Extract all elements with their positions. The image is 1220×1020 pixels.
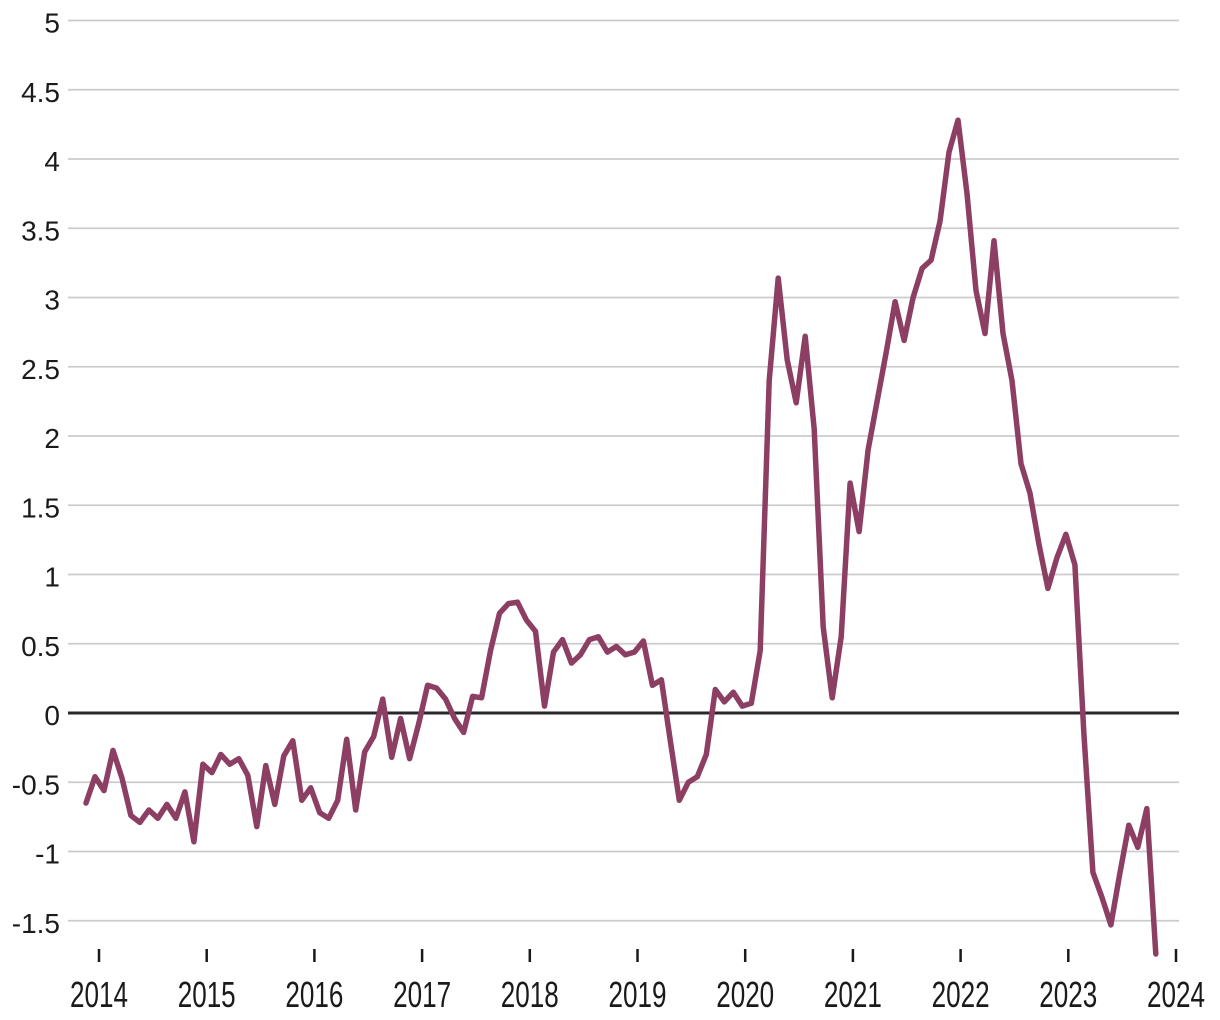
y-axis-tick-label: 5 [44,8,60,39]
x-axis-tick-label: 2023 [1039,974,1097,1015]
y-axis-tick-label: 2.5 [21,354,60,385]
y-axis-tick-label: 1 [44,562,60,593]
x-axis-tick-label: 2018 [501,974,559,1015]
x-axis-tick-label: 2024 [1147,974,1205,1015]
x-axis-tick-label: 2021 [824,974,882,1015]
x-axis-tick-label: 2016 [285,974,343,1015]
y-axis-tick-label: 3 [44,285,60,316]
x-axis-tick-label: 2015 [178,974,236,1015]
x-axis-tick-label: 2020 [716,974,774,1015]
y-axis-tick-label: -1 [35,839,60,870]
y-axis-tick-label: -0.5 [12,769,60,800]
y-axis-tick-label: 0 [44,700,60,731]
y-axis-tick-label: 4 [44,146,60,177]
y-axis-tick-label: -1.5 [12,908,60,939]
y-axis-tick-label: 3.5 [21,215,60,246]
x-axis-tick-label: 2017 [393,974,451,1015]
y-axis-tick-label: 2 [44,423,60,454]
y-axis-tick-label: 4.5 [21,77,60,108]
y-axis-tick-label: 0.5 [21,631,60,662]
y-axis-tick-label: 1.5 [21,492,60,523]
x-axis-tick-label: 2022 [932,974,990,1015]
x-axis-tick-label: 2014 [70,974,128,1015]
data-series-line [83,117,1159,957]
x-axis-tick-label: 2019 [609,974,667,1015]
